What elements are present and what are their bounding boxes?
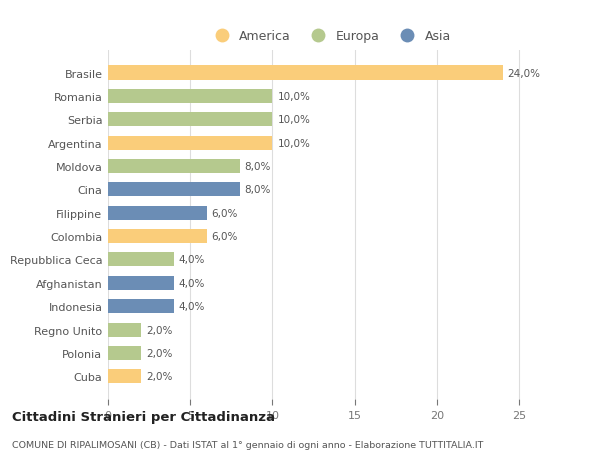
Bar [108,253,174,267]
Bar [108,369,141,383]
Bar [108,113,272,127]
Text: 2,0%: 2,0% [146,371,172,381]
Bar [108,276,174,290]
Text: 10,0%: 10,0% [277,138,310,148]
Text: 2,0%: 2,0% [146,348,172,358]
Text: 10,0%: 10,0% [277,92,310,101]
Bar [108,183,239,197]
Bar [108,67,503,80]
Text: COMUNE DI RIPALIMOSANI (CB) - Dati ISTAT al 1° gennaio di ogni anno - Elaborazio: COMUNE DI RIPALIMOSANI (CB) - Dati ISTAT… [12,441,484,449]
Bar [108,206,206,220]
Text: 4,0%: 4,0% [179,255,205,265]
Text: 10,0%: 10,0% [277,115,310,125]
Text: 6,0%: 6,0% [212,208,238,218]
Text: 6,0%: 6,0% [212,232,238,241]
Bar [108,346,141,360]
Bar [108,300,174,313]
Bar [108,323,141,337]
Bar [108,230,206,244]
Text: 2,0%: 2,0% [146,325,172,335]
Bar [108,136,272,150]
Text: 4,0%: 4,0% [179,302,205,312]
Bar [108,160,239,174]
Text: 4,0%: 4,0% [179,278,205,288]
Text: Cittadini Stranieri per Cittadinanza: Cittadini Stranieri per Cittadinanza [12,410,275,423]
Text: 8,0%: 8,0% [244,185,271,195]
Legend: America, Europa, Asia: America, Europa, Asia [204,25,456,48]
Text: 8,0%: 8,0% [244,162,271,172]
Bar [108,90,272,104]
Text: 24,0%: 24,0% [508,68,541,78]
